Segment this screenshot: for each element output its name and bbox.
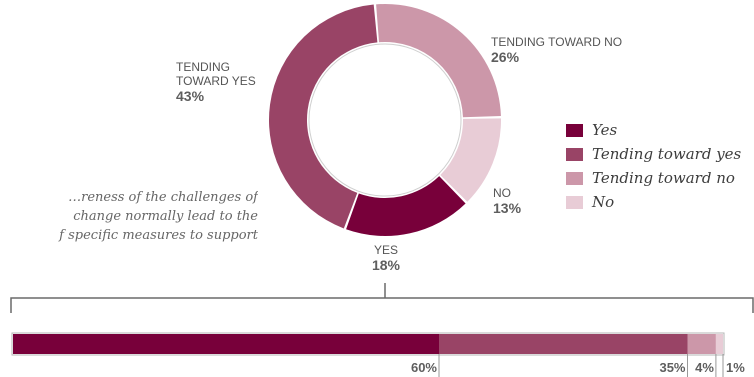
legend-swatch xyxy=(566,147,583,161)
donut-slice-no xyxy=(440,118,501,202)
donut-slice-yes xyxy=(346,176,466,237)
legend-item-tending-toward-yes: Tending toward yes xyxy=(566,142,741,166)
donut-slice-tending-toward-no xyxy=(376,4,501,118)
bar-segment-no xyxy=(715,334,723,354)
donut-slice-tending-toward-yes xyxy=(269,4,378,229)
bar-label-dividers xyxy=(438,354,724,377)
legend-swatch xyxy=(566,171,583,185)
bracket-frame xyxy=(10,297,754,313)
slice-label-pct: 43% xyxy=(176,88,205,104)
slice-label-tending-toward-no: TENDING TOWARD NO 26% xyxy=(491,35,622,65)
question-line: f specific measures to support xyxy=(59,228,258,243)
bar-outline xyxy=(11,332,725,356)
donut-chart xyxy=(269,4,501,237)
question-line: change normally lead to the xyxy=(73,209,258,224)
bar-label-no: 1% xyxy=(726,360,745,375)
bar-bracket xyxy=(10,283,754,313)
legend-swatch xyxy=(566,195,583,209)
slice-label-pct: 26% xyxy=(491,49,520,65)
legend-item-yes: Yes xyxy=(566,118,741,142)
legend-item-no: No xyxy=(566,190,741,214)
slice-label-name: YES xyxy=(373,243,398,257)
legend: Yes Tending toward yes Tending toward no… xyxy=(566,118,741,214)
survey-question: …reness of the challenges of change norm… xyxy=(0,188,258,245)
legend-label: No xyxy=(592,193,615,211)
legend-item-tending-toward-no: Tending toward no xyxy=(566,166,741,190)
bar-segment-yes xyxy=(13,334,439,354)
slice-label-name: TENDING TOWARD YES xyxy=(176,60,256,88)
slice-label-pct: 18% xyxy=(371,257,401,273)
legend-label: Tending toward no xyxy=(592,169,735,187)
bar-segment-tending-toward-no xyxy=(687,334,716,354)
bar-segment-tending-toward-yes xyxy=(439,334,688,354)
slice-label-name: NO xyxy=(493,186,511,200)
bar-label-yes: 60% xyxy=(410,360,437,375)
slice-label-yes: YES 18% xyxy=(366,243,406,273)
legend-label: Yes xyxy=(592,121,618,139)
slice-label-name: TENDING TOWARD NO xyxy=(491,35,623,49)
slice-label-pct: 13% xyxy=(493,200,522,216)
bar-label-tending-toward-no: 4% xyxy=(695,360,714,375)
slice-label-no: NO 13% xyxy=(493,186,521,216)
question-line: …reness of the challenges of xyxy=(68,190,258,205)
donut-hole xyxy=(308,43,462,197)
legend-label: Tending toward yes xyxy=(592,145,742,163)
stacked-bar xyxy=(11,332,725,356)
legend-swatch xyxy=(566,123,583,137)
bar-label-tending-toward-yes: 35% xyxy=(659,360,686,375)
slice-label-tending-toward-yes: TENDING TOWARD YES 43% xyxy=(176,60,276,104)
